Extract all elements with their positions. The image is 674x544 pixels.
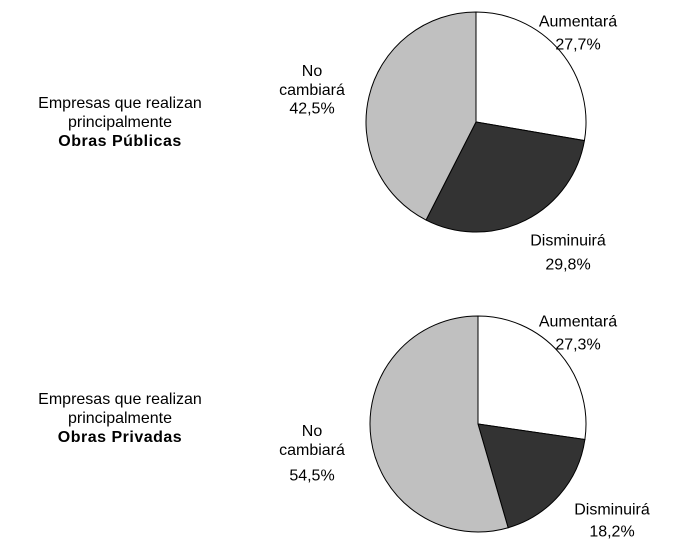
chart-title: Empresas que realizan principalmente: [38, 95, 202, 131]
chart-title: Empresas que realizan principalmente: [38, 391, 202, 427]
value-label: 18,2%: [589, 523, 635, 541]
value-label: 42,5%: [289, 100, 335, 118]
pie-slice: [477, 315, 587, 441]
chart-subtitle: Obras Privadas: [57, 429, 183, 446]
slice-label: Disminuirá: [574, 501, 650, 519]
value-label: 27,7%: [555, 36, 601, 54]
chart-subtitle: Obras Públicas: [58, 133, 182, 150]
value-label: 27,3%: [555, 336, 601, 354]
pie-slice: [475, 11, 587, 142]
pie-slice: [369, 315, 509, 533]
value-label: 29,8%: [545, 256, 591, 274]
pie-slice: [365, 11, 477, 221]
slice-label: Disminuirá: [530, 232, 606, 250]
slice-label: Aumentará: [538, 313, 618, 331]
value-label: 54,5%: [289, 467, 335, 485]
pie-slice: [477, 423, 586, 529]
pie-slice: [425, 121, 585, 233]
slice-label: No cambiará: [279, 63, 345, 99]
slice-label: No cambiará: [279, 423, 345, 459]
slice-label: Aumentará: [538, 13, 618, 31]
